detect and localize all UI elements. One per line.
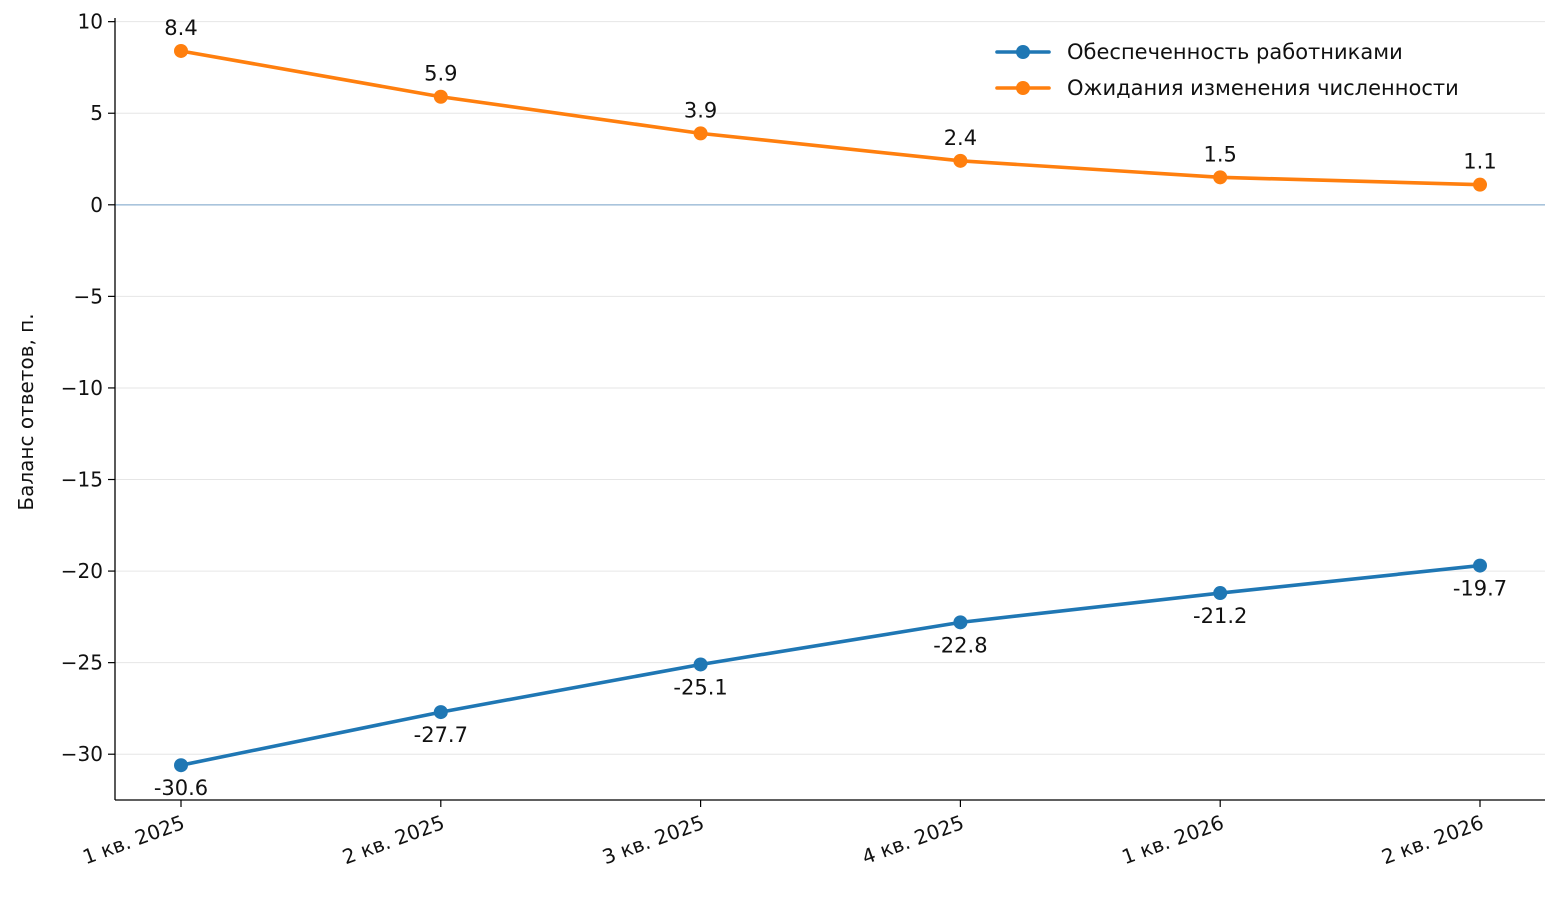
data-label: -19.7 [1453, 577, 1507, 601]
legend-marker-2 [1016, 81, 1030, 95]
series-2-point [174, 43, 188, 58]
data-label: 2.4 [944, 126, 977, 150]
data-label: -30.6 [154, 776, 208, 800]
series-2-point [953, 153, 968, 168]
series-2-point [1473, 177, 1487, 192]
series-line-1 [179, 563, 1482, 768]
series-1-point [693, 657, 708, 672]
y-tick-label: −15 [61, 468, 103, 492]
x-tick-label: 4 кв. 2025 [859, 810, 967, 869]
y-tick-label: 5 [90, 101, 103, 125]
series-1-point [1473, 558, 1487, 573]
series-1-point [1213, 586, 1228, 601]
x-tick-label: 2 кв. 2026 [1378, 810, 1486, 869]
axes: 10 5 0 −5 −10 −15 −20 −25 −30 1 кв. 2025 2 кв. 202… [61, 10, 1545, 869]
y-tick-label: −5 [74, 284, 103, 308]
x-tick-label: 2 кв. 2025 [339, 810, 447, 869]
data-label: 1.5 [1203, 142, 1236, 166]
series-1-point [174, 758, 188, 773]
data-label: -25.1 [673, 675, 727, 699]
data-label: -22.8 [933, 633, 987, 657]
series-2-point [1213, 170, 1228, 185]
y-tick-label: 10 [78, 10, 103, 34]
y-tick-label: −25 [61, 651, 103, 675]
data-labels: -30.6 -27.7 -25.1 -22.8 -21.2 -19.7 8.4 5.9 3.9 2… [154, 16, 1507, 800]
x-tick-label: 1 кв. 2025 [79, 810, 187, 869]
series-1-point [953, 615, 968, 630]
y-tick-label: −20 [61, 559, 103, 583]
y-tick-label: −30 [61, 742, 103, 766]
x-tick-label: 3 кв. 2025 [599, 810, 707, 869]
legend-label-2: Ожидания изменения численности [1067, 76, 1459, 100]
data-label: 8.4 [164, 16, 197, 40]
data-label: -27.7 [414, 723, 468, 747]
series-line-2 [179, 49, 1482, 187]
x-tick-label: 1 кв. 2026 [1119, 810, 1227, 869]
data-label: -21.2 [1193, 604, 1247, 628]
series-2-point [693, 126, 708, 141]
series-2-point [433, 89, 448, 104]
y-tick-label: 0 [90, 193, 103, 217]
series-group [174, 43, 1487, 773]
y-tick-label: −10 [61, 376, 103, 400]
series-1-point [433, 705, 448, 720]
data-label: 1.1 [1463, 150, 1496, 174]
legend: Обеспеченность работниками Ожидания измен… [995, 40, 1459, 100]
data-label: 5.9 [424, 62, 457, 86]
legend-marker-1 [1016, 45, 1030, 59]
data-label: 3.9 [684, 98, 717, 122]
y-axis-title: Баланс ответов, п. [14, 313, 38, 510]
legend-label-1: Обеспеченность работниками [1067, 40, 1403, 64]
